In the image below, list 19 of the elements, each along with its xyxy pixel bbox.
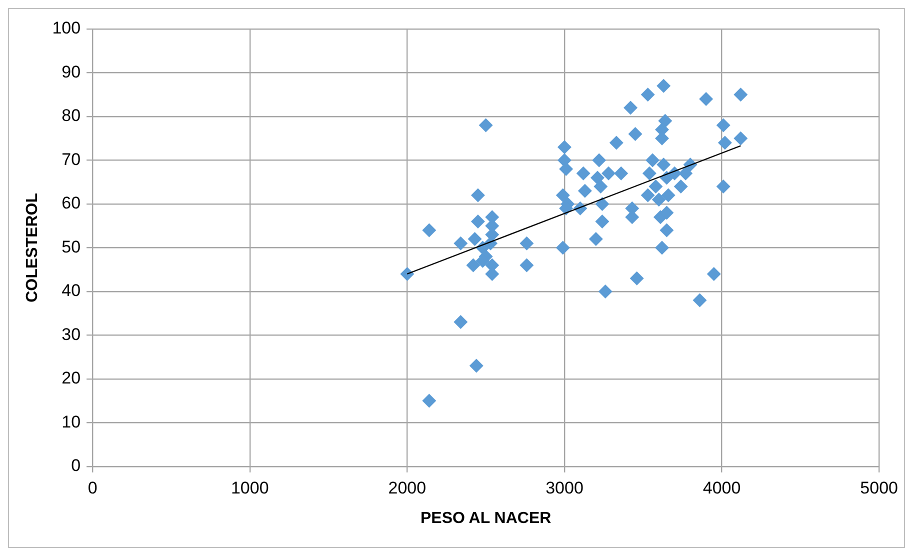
y-tick-label: 50 bbox=[62, 237, 81, 256]
y-tick-label: 70 bbox=[62, 150, 81, 169]
x-tick-label: 2000 bbox=[388, 478, 426, 498]
x-tick-label: 0 bbox=[88, 478, 98, 498]
y-tick-label: 90 bbox=[62, 62, 81, 82]
x-axis-title: PESO AL NACER bbox=[420, 510, 552, 527]
x-tick-label: 5000 bbox=[860, 478, 898, 498]
y-tick-label: 10 bbox=[62, 412, 81, 432]
x-tick-label: 1000 bbox=[230, 478, 269, 498]
y-tick-label: 40 bbox=[62, 281, 81, 300]
y-tick-label: 60 bbox=[62, 194, 81, 213]
x-tick-label: 4000 bbox=[702, 478, 741, 498]
x-tick-label: 3000 bbox=[546, 478, 584, 498]
y-tick-label: 100 bbox=[52, 18, 81, 38]
y-tick-label: 80 bbox=[62, 106, 81, 126]
y-axis-title: COLESTEROL bbox=[24, 192, 42, 302]
y-tick-label: 20 bbox=[62, 368, 81, 388]
y-tick-label: 30 bbox=[62, 324, 81, 344]
y-tick-label: 0 bbox=[71, 456, 81, 476]
